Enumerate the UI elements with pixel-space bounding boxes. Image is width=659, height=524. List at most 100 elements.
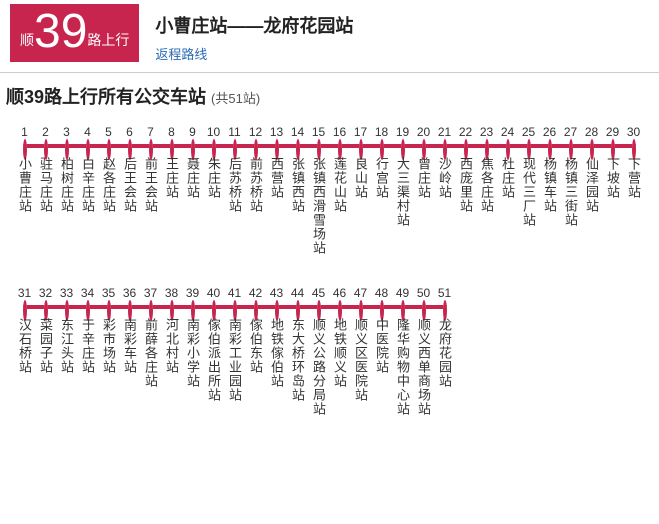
stop-name[interactable]: 后王会站 bbox=[120, 157, 139, 213]
stop-name[interactable]: 南彩工业园站 bbox=[225, 318, 244, 402]
route-number: 39 bbox=[34, 8, 87, 56]
stop-name[interactable]: 下营站 bbox=[624, 157, 643, 199]
stop-name[interactable]: 彩市场站 bbox=[99, 318, 118, 374]
stop-name[interactable]: 杜庄站 bbox=[498, 157, 517, 199]
stop-name[interactable]: 杨镇三街站 bbox=[561, 157, 580, 227]
stop-name[interactable]: 现代三厂站 bbox=[519, 157, 538, 227]
stop-name[interactable]: 后苏桥站 bbox=[225, 157, 244, 213]
stop-index: 4 bbox=[77, 125, 98, 139]
stop-name[interactable]: 地铁顺义站 bbox=[330, 318, 349, 388]
stop-name[interactable]: 聂庄站 bbox=[183, 157, 202, 199]
stop-name[interactable]: 顺义公路分局站 bbox=[309, 318, 328, 416]
stop-index: 44 bbox=[287, 286, 308, 300]
stop-index: 27 bbox=[560, 125, 581, 139]
stop-index: 39 bbox=[182, 286, 203, 300]
stop-name[interactable]: 河北村站 bbox=[162, 318, 181, 374]
stop-index: 30 bbox=[623, 125, 644, 139]
stop-name[interactable]: 汉石桥站 bbox=[15, 318, 34, 374]
stop-name[interactable]: 傢伯东站 bbox=[246, 318, 265, 374]
stop-name[interactable]: 沙岭站 bbox=[435, 157, 454, 199]
stop-name[interactable]: 行宫站 bbox=[372, 157, 391, 199]
stop-index: 42 bbox=[245, 286, 266, 300]
stop-name[interactable]: 前苏桥站 bbox=[246, 157, 265, 213]
stop-name[interactable]: 赵各庄站 bbox=[99, 157, 118, 213]
stop-index: 2 bbox=[35, 125, 56, 139]
stop-name[interactable]: 下坡站 bbox=[603, 157, 622, 199]
route-title: 小曹庄站——龙府花园站 bbox=[155, 12, 353, 38]
stop-index: 8 bbox=[161, 125, 182, 139]
stop-name[interactable]: 西营站 bbox=[267, 157, 286, 199]
stop-index: 50 bbox=[413, 286, 434, 300]
stop-index: 49 bbox=[392, 286, 413, 300]
route-row: 3132333435363738394041424344454647484950… bbox=[0, 286, 659, 429]
stop-index: 51 bbox=[434, 286, 455, 300]
stop-name[interactable]: 仙泽园站 bbox=[582, 157, 601, 213]
stop-name[interactable]: 前王会站 bbox=[141, 157, 160, 213]
stop-name[interactable]: 东大桥环岛站 bbox=[288, 318, 307, 402]
divider bbox=[0, 72, 659, 73]
stop-name[interactable]: 朱庄站 bbox=[204, 157, 223, 199]
stop-name[interactable]: 驻马庄站 bbox=[36, 157, 55, 213]
stations-header: 顺39路上行所有公交车站 (共51站) bbox=[0, 83, 659, 109]
route-row: 1234567891011121314151617181920212223242… bbox=[0, 125, 659, 268]
stop-name[interactable]: 南彩小学站 bbox=[183, 318, 202, 388]
stop-index: 21 bbox=[434, 125, 455, 139]
stop-index: 34 bbox=[77, 286, 98, 300]
stop-index: 19 bbox=[392, 125, 413, 139]
stop-index: 10 bbox=[203, 125, 224, 139]
stop-name[interactable]: 龙府花园站 bbox=[435, 318, 454, 388]
stop-name[interactable]: 小曹庄站 bbox=[15, 157, 34, 213]
stop-index: 22 bbox=[455, 125, 476, 139]
stop-index: 25 bbox=[518, 125, 539, 139]
stop-index: 9 bbox=[182, 125, 203, 139]
stop-index: 47 bbox=[350, 286, 371, 300]
stop-index: 14 bbox=[287, 125, 308, 139]
stop-index: 29 bbox=[602, 125, 623, 139]
stop-index: 36 bbox=[119, 286, 140, 300]
stop-name[interactable]: 张镇西滑雪场站 bbox=[309, 157, 328, 255]
stop-name[interactable]: 顺义西单商场站 bbox=[414, 318, 433, 416]
stop-index: 43 bbox=[266, 286, 287, 300]
stop-index: 13 bbox=[266, 125, 287, 139]
stop-name[interactable]: 西庞里站 bbox=[456, 157, 475, 213]
stop-name[interactable]: 张镇西站 bbox=[288, 157, 307, 213]
stop-index: 37 bbox=[140, 286, 161, 300]
stop-index: 41 bbox=[224, 286, 245, 300]
stop-name[interactable]: 杨镇车站 bbox=[540, 157, 559, 213]
stop-name[interactable]: 良山站 bbox=[351, 157, 370, 199]
stop-index: 46 bbox=[329, 286, 350, 300]
stop-index: 1 bbox=[14, 125, 35, 139]
stop-index: 11 bbox=[224, 125, 245, 139]
route-prefix: 顺 bbox=[20, 30, 34, 50]
stations-count: (共51站) bbox=[211, 91, 260, 106]
stop-index: 17 bbox=[350, 125, 371, 139]
stop-name[interactable]: 莲花山站 bbox=[330, 157, 349, 213]
stop-index: 23 bbox=[476, 125, 497, 139]
stop-index: 31 bbox=[14, 286, 35, 300]
stop-index: 18 bbox=[371, 125, 392, 139]
stop-name[interactable]: 顺义区医院站 bbox=[351, 318, 370, 402]
stop-index: 40 bbox=[203, 286, 224, 300]
stop-name[interactable]: 白辛庄站 bbox=[78, 157, 97, 213]
stop-name[interactable]: 隆华购物中心站 bbox=[393, 318, 412, 416]
stop-name[interactable]: 中医院站 bbox=[372, 318, 391, 374]
stop-name[interactable]: 地铁傢伯站 bbox=[267, 318, 286, 388]
return-route-link[interactable]: 返程路线 bbox=[155, 47, 207, 62]
stop-index: 45 bbox=[308, 286, 329, 300]
stop-index: 16 bbox=[329, 125, 350, 139]
stop-name[interactable]: 前薛各庄站 bbox=[141, 318, 160, 388]
stop-index: 48 bbox=[371, 286, 392, 300]
stop-name[interactable]: 曾庄站 bbox=[414, 157, 433, 199]
stop-name[interactable]: 柏树庄站 bbox=[57, 157, 76, 213]
stop-name[interactable]: 傢伯派出所站 bbox=[204, 318, 223, 402]
stop-name[interactable]: 王庄站 bbox=[162, 157, 181, 199]
stop-name[interactable]: 大三渠村站 bbox=[393, 157, 412, 227]
stop-name[interactable]: 焦各庄站 bbox=[477, 157, 496, 213]
stop-name[interactable]: 于辛庄站 bbox=[78, 318, 97, 374]
stop-name[interactable]: 东江头站 bbox=[57, 318, 76, 374]
stop-name[interactable]: 菜园子站 bbox=[36, 318, 55, 374]
route-suffix: 路上行 bbox=[87, 30, 129, 50]
stop-name[interactable]: 南彩车站 bbox=[120, 318, 139, 374]
stop-index: 6 bbox=[119, 125, 140, 139]
stations-header-text: 顺39路上行所有公交车站 bbox=[6, 87, 206, 107]
